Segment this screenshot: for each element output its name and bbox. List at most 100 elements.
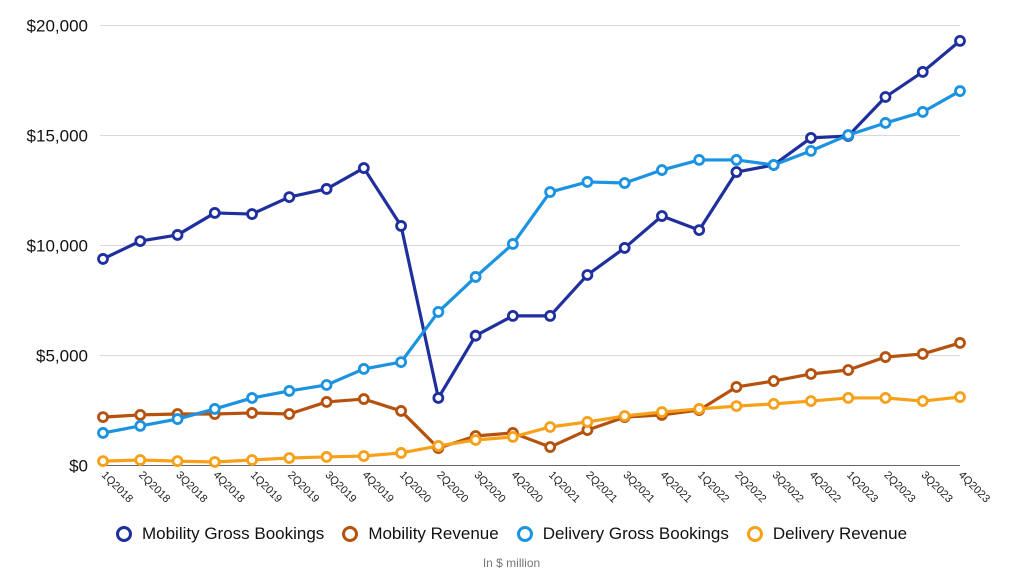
data-point: [767, 159, 780, 171]
legend-label: Mobility Gross Bookings: [141, 524, 325, 543]
data-point: [283, 191, 296, 204]
data-point: [767, 397, 780, 410]
legend-item-mobility-gross-bookings[interactable]: Mobility Gross Bookings: [115, 524, 325, 544]
data-point: [134, 408, 147, 421]
data-point: [320, 396, 333, 408]
circle-marker-icon: [115, 526, 132, 542]
data-point: [879, 392, 892, 404]
data-point: [283, 408, 296, 420]
data-point: [208, 456, 221, 468]
data-point: [97, 411, 109, 424]
data-point: [246, 454, 258, 466]
circle-marker-icon: [746, 526, 763, 542]
x-tick-label: 2Q2022: [732, 469, 768, 505]
data-point: [730, 166, 743, 178]
data-point: [693, 403, 706, 415]
x-tick-label: 3Q2018: [173, 469, 209, 505]
data-point: [916, 395, 929, 407]
data-point: [134, 454, 147, 466]
data-point: [208, 403, 221, 415]
x-tick-label: 1Q2021: [546, 469, 582, 505]
data-point: [171, 229, 184, 241]
data-point: [581, 416, 594, 428]
x-tick-label: 4Q2022: [807, 469, 843, 505]
data-point: [432, 306, 445, 318]
x-tick-label: 1Q2018: [99, 469, 135, 505]
data-point: [879, 117, 892, 129]
data-point: [656, 210, 668, 222]
data-point: [395, 220, 407, 232]
data-point: [357, 363, 370, 375]
series-line: [102, 341, 961, 450]
data-point: [544, 186, 557, 198]
data-point: [879, 351, 892, 363]
series-line: [102, 89, 961, 435]
legend-label: Delivery Gross Bookings: [542, 524, 729, 543]
data-point: [246, 392, 258, 404]
data-point: [395, 405, 407, 417]
legend-item-delivery-revenue[interactable]: Delivery Revenue: [746, 524, 908, 544]
data-point: [320, 451, 333, 463]
circle-marker-icon: [516, 526, 533, 542]
data-point: [357, 450, 370, 462]
data-point: [283, 452, 296, 464]
data-point: [954, 35, 966, 47]
x-tick-label: 2Q2021: [583, 469, 619, 505]
data-point: [805, 132, 817, 144]
data-point: [916, 348, 929, 360]
data-point: [544, 421, 557, 433]
data-point: [97, 253, 109, 265]
x-tick-label: 2Q2019: [285, 469, 321, 505]
data-point: [208, 207, 221, 219]
x-tick-label: 2Q2020: [434, 469, 470, 505]
legend-item-delivery-gross-bookings[interactable]: Delivery Gross Bookings: [516, 524, 729, 544]
y-tick-label: $15,000: [27, 127, 88, 146]
data-point: [954, 337, 966, 349]
x-tick-label: 4Q2018: [211, 469, 247, 505]
x-tick-label: 4Q2020: [509, 469, 545, 505]
y-tick-label: $10,000: [27, 237, 88, 256]
data-point: [469, 271, 482, 283]
chart-subtitle: In $ million: [482, 556, 541, 570]
data-point: [283, 385, 296, 397]
data-point: [767, 375, 780, 387]
series-line: [102, 395, 961, 464]
data-point: [506, 238, 519, 250]
y-tick-label: $20,000: [27, 17, 88, 36]
x-tick-label: 1Q2019: [248, 469, 284, 505]
data-point: [432, 392, 445, 404]
data-point: [246, 208, 258, 220]
data-point: [618, 177, 631, 189]
x-tick-label: 3Q2023: [919, 469, 955, 505]
x-tick-label: 1Q2023: [844, 469, 880, 505]
data-point: [916, 106, 929, 118]
data-point: [395, 447, 407, 459]
data-point: [432, 440, 445, 452]
data-point: [97, 455, 109, 468]
data-point: [805, 144, 817, 157]
data-point: [320, 183, 333, 195]
data-point: [954, 391, 966, 403]
data-point: [97, 427, 109, 439]
data-point: [320, 379, 333, 391]
data-point: [506, 309, 519, 322]
data-point: [805, 395, 817, 407]
legend-label: Mobility Revenue: [368, 524, 499, 543]
data-point: [171, 413, 184, 425]
data-point: [618, 410, 631, 422]
data-point: [171, 455, 184, 468]
legend-label: Delivery Revenue: [772, 524, 908, 543]
legend-item-mobility-revenue[interactable]: Mobility Revenue: [342, 524, 499, 544]
series-line: [102, 39, 962, 400]
x-tick-label: 3Q2022: [770, 469, 806, 505]
data-point: [954, 85, 966, 97]
data-point: [842, 364, 855, 376]
data-point: [544, 309, 557, 322]
x-tick-label: 4Q2021: [658, 469, 694, 505]
y-tick-label: $5,000: [36, 347, 88, 366]
data-point: [246, 407, 258, 419]
data-point: [469, 329, 482, 342]
x-tick-label: 4Q2023: [956, 469, 992, 505]
